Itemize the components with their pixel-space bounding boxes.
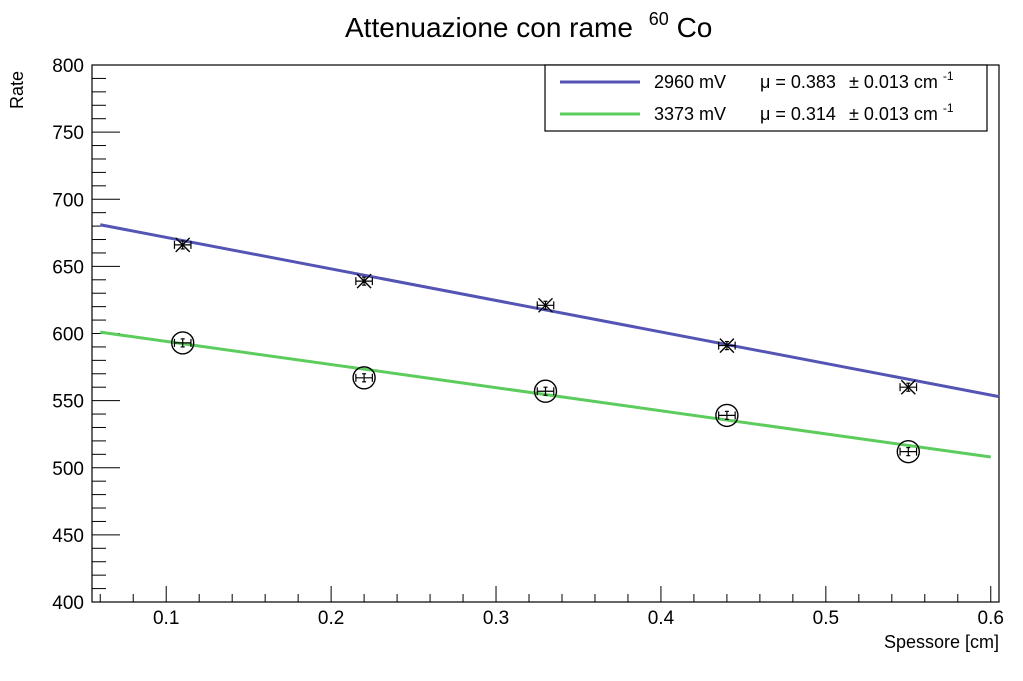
y-tick-label: 550: [52, 392, 84, 413]
legend-mu-2960: μ = 0.383 ± 0.013 cm -1: [760, 69, 954, 92]
legend-mu-exp-2960: -1: [943, 69, 954, 83]
legend-mu-error-2960: ± 0.013 cm: [849, 72, 938, 92]
legend: 2960 mV μ = 0.383 ± 0.013 cm -1 3373 mV …: [544, 64, 988, 132]
y-tick-labels: 400 450 500 550 600 650 700 750 800: [52, 56, 84, 614]
y-tick-label: 800: [52, 56, 84, 77]
legend-label-3373: 3373 mV: [654, 104, 726, 124]
data-point: [718, 338, 736, 354]
x-tick-label: 0.3: [483, 608, 509, 629]
data-point: [533, 379, 558, 403]
x-tick-label: 0.6: [978, 608, 1004, 629]
data-point: [170, 331, 195, 355]
x-marker: [356, 273, 372, 289]
x-tick-labels: 0.1 0.2 0.3 0.4 0.5 0.6: [153, 608, 1004, 629]
chart-title-mass: 60: [649, 9, 669, 29]
y-tick-label: 400: [52, 593, 84, 614]
y-tick-label: 650: [52, 257, 84, 278]
data-point: [355, 273, 373, 289]
data-point: [896, 439, 920, 464]
legend-mu-exp-3373: -1: [943, 101, 954, 115]
chart-title-main: Attenuazione con rame: [345, 12, 633, 43]
circle-marker: [352, 366, 376, 390]
fit-lines: [99, 223, 1000, 459]
plot-frame: [91, 64, 1000, 603]
y-tick-label: 450: [52, 526, 84, 547]
x-tick-label: 0.1: [153, 608, 179, 629]
y-tick-label: 750: [52, 123, 84, 144]
x-marker: [538, 297, 553, 313]
data-points: [170, 237, 920, 464]
data-point: [352, 366, 376, 390]
data-point: [899, 379, 918, 395]
y-tick-label: 700: [52, 190, 84, 211]
y-tick-label: 600: [52, 325, 84, 346]
chart-title-element: Co: [677, 12, 713, 43]
circle-marker: [896, 439, 920, 464]
legend-box: [544, 64, 988, 132]
legend-mu-error-3373: ± 0.013 cm: [849, 104, 938, 124]
x-tick-label: 0.5: [813, 608, 839, 629]
x-tick-label: 0.4: [648, 608, 675, 629]
x-marker: [900, 379, 916, 395]
axis-ticks: [92, 64, 992, 603]
y-axis-label: Rate: [7, 71, 27, 109]
x-tick-label: 0.2: [318, 608, 344, 629]
circle-marker: [533, 379, 558, 403]
legend-mu-value-2960: μ = 0.383: [760, 72, 836, 92]
chart-title: Attenuazione con rame 60 Co: [345, 0, 712, 43]
fit-line-2960-mV: [99, 223, 1000, 399]
legend-mu-value-3373: μ = 0.314: [760, 104, 836, 124]
data-point: [173, 237, 192, 253]
circle-marker: [170, 331, 195, 355]
x-marker: [175, 237, 191, 253]
x-axis-label: Spessore [cm]: [884, 632, 999, 652]
data-point: [536, 297, 555, 313]
legend-mu-3373: μ = 0.314 ± 0.013 cm -1: [760, 101, 954, 124]
legend-label-2960: 2960 mV: [654, 72, 726, 92]
data-point: [715, 403, 739, 428]
x-marker: [719, 338, 735, 354]
y-tick-label: 500: [52, 459, 84, 480]
circle-marker: [715, 403, 739, 428]
